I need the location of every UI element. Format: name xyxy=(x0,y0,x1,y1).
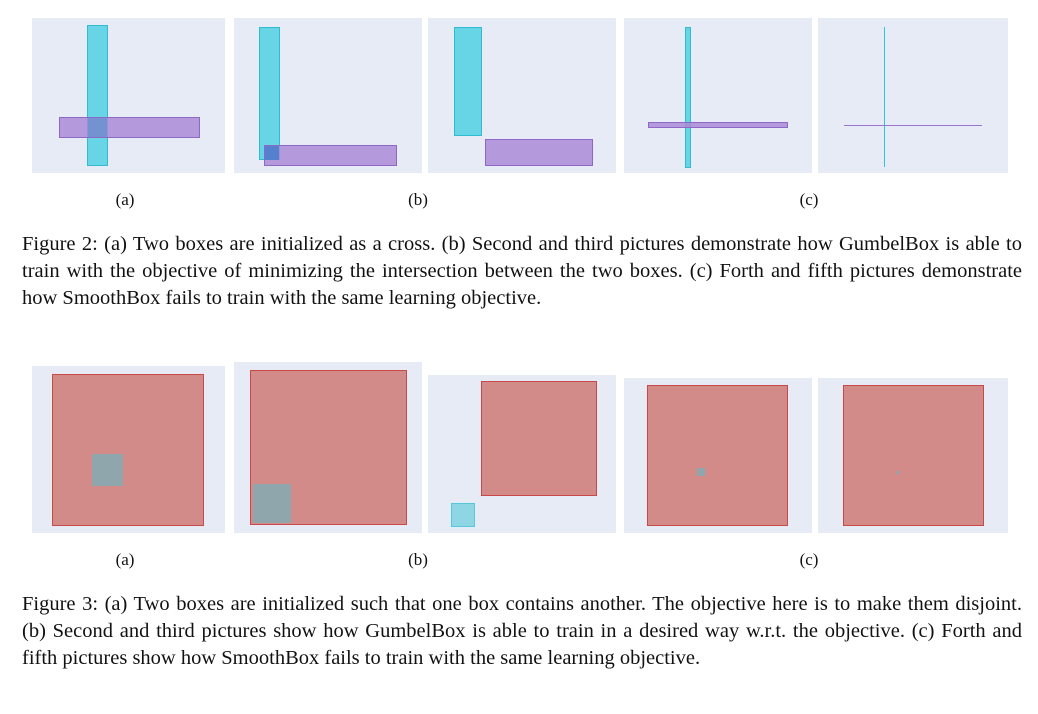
fig3-panel-5 xyxy=(818,378,1008,533)
fig3-panel-1 xyxy=(32,366,225,533)
fig2-panel-3 xyxy=(428,18,616,173)
cyan-box xyxy=(685,27,691,168)
purple-box xyxy=(59,117,200,138)
fig3-label-a: (a) xyxy=(115,550,135,569)
fig2-panel-1 xyxy=(32,18,225,173)
purple-line xyxy=(844,125,982,126)
inner-box xyxy=(697,468,705,476)
cyan-box xyxy=(454,27,482,136)
red-box xyxy=(843,385,984,526)
red-box xyxy=(52,374,204,526)
red-box xyxy=(481,381,597,496)
fig2-panel-4 xyxy=(624,18,812,173)
cyan-line xyxy=(884,27,885,167)
overlap-region xyxy=(88,118,107,137)
inner-box xyxy=(896,471,899,474)
fig2-label-c: (c) xyxy=(799,190,819,209)
red-box xyxy=(647,385,788,526)
fig3-panel-2 xyxy=(234,362,422,533)
inner-box xyxy=(92,454,123,486)
purple-box xyxy=(648,122,788,128)
purple-box xyxy=(264,145,397,166)
small-box xyxy=(451,503,475,527)
fig2-panel-5 xyxy=(818,18,1008,173)
cyan-box xyxy=(259,27,280,160)
fig3-panel-3 xyxy=(428,375,616,533)
fig2-caption: Figure 2: (a) Two boxes are initialized … xyxy=(22,233,1022,309)
overlap-region xyxy=(265,146,279,160)
purple-box xyxy=(485,139,593,166)
fig3-label-c: (c) xyxy=(799,550,819,569)
fig3-panel-4 xyxy=(624,378,812,533)
fig3-label-b: (b) xyxy=(408,550,428,569)
cyan-box xyxy=(87,25,108,166)
fig3-caption: Figure 3: (a) Two boxes are initialized … xyxy=(22,593,1022,669)
inner-box xyxy=(253,484,291,523)
fig2-label-a: (a) xyxy=(115,190,135,209)
fig2-label-b: (b) xyxy=(408,190,428,209)
fig2-panel-2 xyxy=(234,18,422,173)
